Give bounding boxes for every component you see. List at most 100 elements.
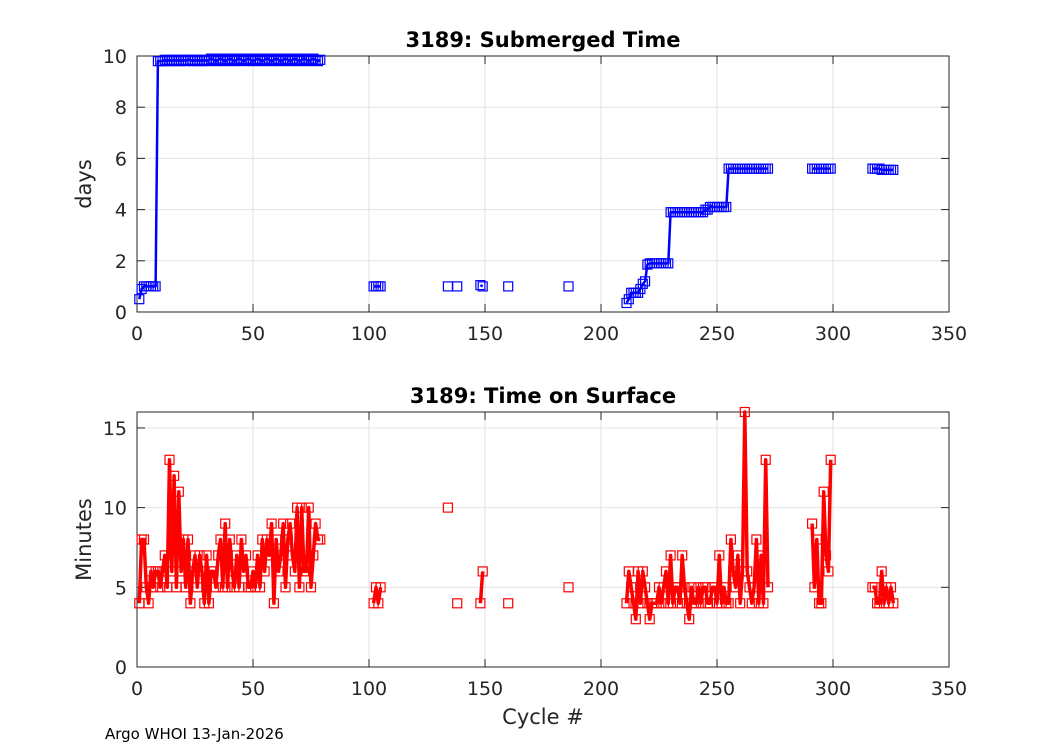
surface-data-point (563, 582, 574, 593)
surface-data-point (725, 534, 737, 545)
submerged-data-point (477, 281, 488, 292)
surface-data-point (303, 502, 314, 513)
surface-data-point (203, 598, 214, 609)
surface-data-point (259, 566, 270, 577)
surface-data-point (635, 598, 646, 609)
surface-data-point (748, 582, 760, 593)
submerged-data-point (452, 281, 463, 292)
surface-series-line (371, 585, 383, 606)
surface-data-point (180, 582, 191, 593)
surface-data-point (762, 582, 774, 593)
surface-data-point (185, 598, 196, 609)
surface-data-point (684, 614, 695, 625)
submerged-data-point (503, 281, 514, 292)
submerged-series-line (872, 167, 894, 172)
surface-data-point (224, 534, 235, 545)
surface-data-point (254, 582, 266, 593)
surface-x-tick-label: 150 (467, 678, 503, 700)
surface-data-point (730, 582, 741, 593)
surface-data-point (280, 582, 291, 593)
submerged-axes-box (136, 55, 950, 313)
submerged-x-tick-label: 350 (931, 323, 967, 345)
surface-data-point (686, 582, 697, 593)
surface-data-point (876, 566, 887, 577)
surface-data-point (308, 550, 319, 561)
submerged-data-point (134, 294, 145, 305)
surface-data-point (630, 614, 641, 625)
surface-data-point (811, 534, 822, 545)
surface-data-point (820, 550, 832, 561)
surface-data-point (315, 534, 326, 545)
submerged-data-point (637, 278, 648, 289)
surface-data-point (823, 566, 834, 577)
surface-data-point (658, 582, 669, 593)
surface-data-point (503, 598, 514, 609)
surface-data-point (674, 598, 686, 609)
submerged-x-tick-label: 0 (131, 323, 143, 345)
surface-data-point (220, 518, 231, 529)
surface-data-point (637, 566, 648, 577)
submerged-x-tick-label: 150 (467, 323, 503, 345)
surface-data-point (825, 454, 836, 465)
surface-data-point (806, 518, 818, 529)
surface-data-point (452, 598, 463, 609)
surface-data-point (621, 598, 632, 609)
surface-data-point (305, 582, 317, 593)
submerged-y-tick-label: 8 (115, 97, 127, 119)
submerged-series-line (479, 284, 484, 288)
surface-data-point (656, 598, 667, 609)
surface-data-point (159, 550, 170, 561)
submerged-x-tick-label: 100 (351, 323, 387, 345)
surface-data-point (373, 598, 384, 609)
surface-x-tick-label: 0 (131, 678, 143, 700)
submerged-data-point (639, 276, 651, 287)
surface-data-point (285, 518, 296, 529)
submerged-y-tick-label: 2 (115, 251, 127, 273)
submerged-y-tick-label: 4 (115, 200, 127, 222)
surface-series-line (624, 410, 770, 621)
surface-data-point (869, 582, 880, 593)
surface-data-point (477, 566, 488, 577)
submerged-data-point (621, 297, 632, 309)
surface-data-point (672, 582, 683, 593)
surface-data-point (138, 534, 150, 545)
surface-data-point (639, 582, 651, 593)
surface-data-point (442, 502, 453, 513)
surface-data-point (287, 550, 298, 561)
submerged-title: 3189: Submerged Time (405, 28, 680, 52)
submerged-data-point (663, 258, 674, 269)
surface-data-point (475, 598, 486, 609)
surface-data-point (182, 534, 194, 545)
surface-data-point (888, 598, 899, 609)
surface-data-point (310, 518, 321, 529)
surface-x-tick-label: 250 (699, 678, 735, 700)
footer-text: Argo WHOI 13-Jan-2026 (105, 725, 284, 743)
surface-data-point (173, 486, 184, 497)
surface-data-point (278, 518, 289, 529)
surface-data-point (143, 598, 154, 609)
surface-x-tick-label: 350 (931, 678, 967, 700)
surface-data-point (818, 486, 829, 497)
surface-data-point (252, 550, 263, 561)
submerged-data-point (825, 163, 836, 174)
surface-data-point (266, 518, 277, 529)
surface-data-point (735, 598, 746, 609)
surface-data-point (169, 470, 180, 481)
surface-data-point (164, 454, 175, 465)
surface-data-point (264, 550, 275, 561)
submerged-data-point (563, 281, 574, 292)
surface-data-point (273, 566, 284, 577)
surface-data-point (679, 582, 690, 593)
surface-data-point (746, 598, 757, 609)
surface-data-point (201, 550, 212, 561)
surface-data-point (148, 582, 159, 593)
surface-data-point (155, 582, 166, 593)
surface-data-point (626, 582, 637, 593)
surface-data-point (665, 550, 676, 561)
surface-series-line (810, 459, 833, 606)
surface-y-tick-label: 10 (103, 498, 127, 520)
surface-data-point (723, 598, 734, 609)
surface-data-point (268, 598, 279, 609)
surface-data-point (660, 566, 672, 577)
